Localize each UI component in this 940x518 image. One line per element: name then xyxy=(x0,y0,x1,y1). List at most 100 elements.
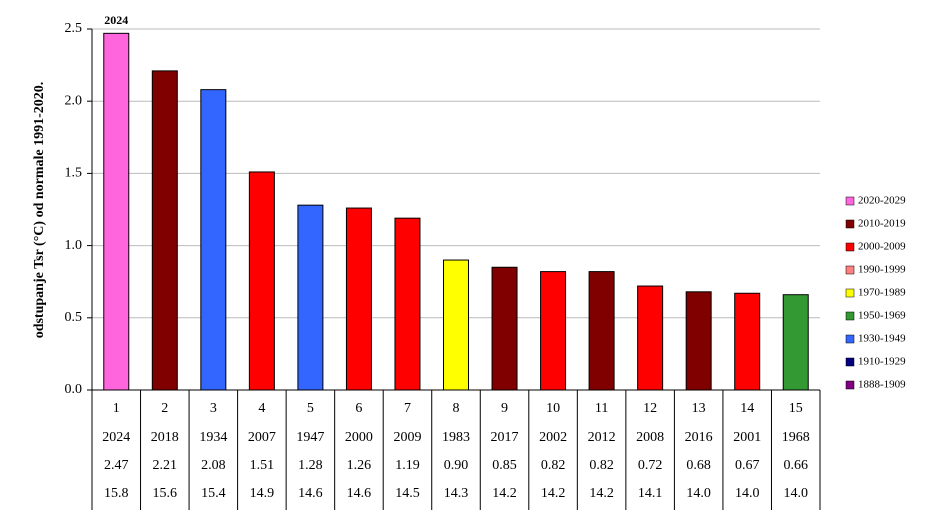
bar xyxy=(394,217,421,391)
legend-label: 1930-1949 xyxy=(858,333,906,345)
legend-label: 2020-2029 xyxy=(858,195,906,207)
value-label: 1.51 xyxy=(250,458,275,473)
temperature-label: 14.0 xyxy=(735,486,760,501)
rank-label: 11 xyxy=(595,401,608,416)
temperature-label: 14.0 xyxy=(686,486,711,501)
legend-swatch xyxy=(845,311,855,321)
rank-label: 9 xyxy=(501,401,508,416)
legend-label: 1910-1929 xyxy=(858,356,906,368)
temperature-label: 14.6 xyxy=(347,486,372,501)
rank-label: 8 xyxy=(453,401,460,416)
temperature-label: 14.2 xyxy=(492,486,517,501)
rank-label: 7 xyxy=(404,401,411,416)
bar xyxy=(734,292,761,391)
value-label: 1.26 xyxy=(347,458,372,473)
rank-label: 1 xyxy=(113,401,120,416)
year-label: 2018 xyxy=(151,430,179,445)
legend-swatch xyxy=(845,288,855,298)
year-label: 2009 xyxy=(393,430,421,445)
year-label: 2024 xyxy=(102,430,130,445)
value-label: 0.66 xyxy=(783,458,808,473)
year-label: 1968 xyxy=(782,430,810,445)
year-label: 2008 xyxy=(636,430,664,445)
temperature-label: 14.9 xyxy=(250,486,275,501)
legend-swatch xyxy=(845,242,855,252)
value-label: 1.28 xyxy=(298,458,323,473)
rank-label: 5 xyxy=(307,401,314,416)
year-label: 2017 xyxy=(491,430,519,445)
value-label: 0.90 xyxy=(444,458,469,473)
temperature-label: 14.2 xyxy=(589,486,614,501)
year-label: 2000 xyxy=(345,430,373,445)
y-tick-label: 1.5 xyxy=(65,166,83,181)
y-tick-label: 2.5 xyxy=(65,21,83,36)
y-tick-label: 0.0 xyxy=(65,382,83,397)
bar xyxy=(588,271,615,391)
legend-label: 2000-2009 xyxy=(858,241,906,253)
value-label: 2.21 xyxy=(153,458,178,473)
bar xyxy=(297,204,324,391)
value-label: 0.72 xyxy=(638,458,663,473)
year-label: 1947 xyxy=(296,430,324,445)
legend-swatch xyxy=(845,265,855,275)
bar xyxy=(782,294,809,391)
legend-label: 1970-1989 xyxy=(858,287,906,299)
bar xyxy=(443,259,469,391)
legend-swatch xyxy=(845,334,855,344)
temperature-label: 15.6 xyxy=(153,486,178,501)
value-label: 0.67 xyxy=(735,458,760,473)
temperature-label: 14.5 xyxy=(395,486,420,501)
legend-label: 1990-1999 xyxy=(858,264,906,276)
value-label: 1.19 xyxy=(395,458,420,473)
y-tick-label: 0.5 xyxy=(65,310,83,325)
year-label: 2016 xyxy=(685,430,713,445)
rank-label: 4 xyxy=(258,401,265,416)
year-label: 1934 xyxy=(199,430,227,445)
legend-label: 1950-1969 xyxy=(858,310,906,322)
year-label: 2001 xyxy=(733,430,761,445)
value-label: 0.82 xyxy=(589,458,614,473)
rank-label: 10 xyxy=(546,401,560,416)
rank-label: 15 xyxy=(789,401,803,416)
y-tick-label: 1.0 xyxy=(65,238,83,253)
y-tick-label: 2.0 xyxy=(65,93,83,108)
temperature-label: 14.3 xyxy=(444,486,469,501)
legend-swatch xyxy=(845,196,855,206)
bar xyxy=(685,291,712,391)
rank-label: 13 xyxy=(692,401,706,416)
year-label: 1983 xyxy=(442,430,470,445)
bar xyxy=(491,266,518,391)
bar xyxy=(200,89,227,391)
temperature-label: 15.8 xyxy=(104,486,129,501)
value-label: 2.08 xyxy=(201,458,226,473)
rank-label: 14 xyxy=(740,401,754,416)
bar xyxy=(103,32,130,391)
legend-swatch xyxy=(845,357,855,367)
temperature-label: 14.0 xyxy=(783,486,808,501)
legend-swatch xyxy=(845,380,855,390)
year-label: 2012 xyxy=(588,430,616,445)
temperature-label: 15.4 xyxy=(201,486,226,501)
year-label: 2002 xyxy=(539,430,567,445)
bar xyxy=(540,271,567,391)
legend-swatch xyxy=(845,219,855,229)
rank-label: 3 xyxy=(210,401,217,416)
rank-label: 12 xyxy=(643,401,657,416)
value-label: 0.85 xyxy=(492,458,517,473)
temperature-label: 14.1 xyxy=(638,486,663,501)
legend-label: 2010-2019 xyxy=(858,218,906,230)
bar xyxy=(637,285,664,391)
value-label: 0.82 xyxy=(541,458,566,473)
bar xyxy=(248,171,275,391)
y-axis-label: odstupanje Tsr (°C) od normale 1991-2020… xyxy=(32,82,47,339)
legend-label: 1888-1909 xyxy=(858,379,906,391)
year-label: 2007 xyxy=(248,430,276,445)
bar xyxy=(151,70,178,391)
value-label: 0.68 xyxy=(686,458,711,473)
annotation: 2024 xyxy=(104,13,128,27)
bar xyxy=(345,207,372,391)
temperature-label: 14.2 xyxy=(541,486,566,501)
rank-label: 6 xyxy=(355,401,362,416)
temperature-label: 14.6 xyxy=(298,486,323,501)
